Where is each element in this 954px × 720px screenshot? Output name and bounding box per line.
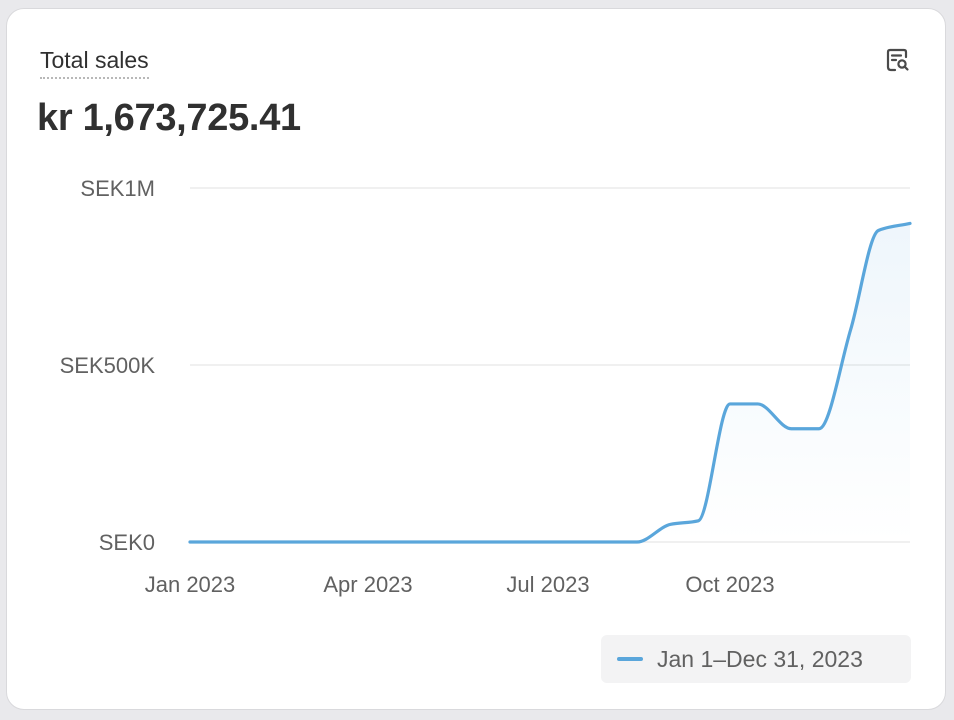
data-point bbox=[817, 427, 820, 430]
data-point bbox=[908, 222, 911, 225]
series-line bbox=[188, 221, 912, 544]
card-title[interactable]: Total sales bbox=[40, 47, 149, 79]
y-tick-label: SEK0 bbox=[99, 530, 155, 555]
data-point bbox=[366, 540, 369, 543]
data-point bbox=[635, 540, 638, 543]
legend-label: Jan 1–Dec 31, 2023 bbox=[657, 645, 863, 672]
data-point bbox=[305, 540, 308, 543]
data-point bbox=[426, 540, 429, 543]
data-point bbox=[669, 523, 672, 526]
x-tick-label: Jan 2023 bbox=[145, 572, 236, 597]
data-point bbox=[487, 540, 490, 543]
x-tick-label: Oct 2023 bbox=[685, 572, 774, 597]
series-area bbox=[190, 223, 910, 542]
legend-swatch bbox=[617, 657, 643, 661]
data-point bbox=[250, 540, 253, 543]
explore-button[interactable] bbox=[880, 45, 914, 79]
chart-search-icon bbox=[883, 46, 911, 79]
total-sales-card: Total sales kr 1,673,725.41 Jan 1–Dec 31… bbox=[6, 8, 946, 710]
data-point bbox=[728, 402, 731, 405]
data-point bbox=[790, 427, 793, 430]
x-tick-label: Apr 2023 bbox=[323, 572, 412, 597]
data-point bbox=[546, 540, 549, 543]
data-point bbox=[877, 229, 880, 232]
data-point bbox=[188, 540, 191, 543]
x-tick-label: Jul 2023 bbox=[506, 572, 589, 597]
y-tick-label: SEK1M bbox=[80, 176, 155, 201]
data-point bbox=[849, 328, 852, 331]
data-point bbox=[697, 519, 700, 522]
y-tick-label: SEK500K bbox=[60, 353, 156, 378]
data-point bbox=[608, 540, 611, 543]
data-point bbox=[756, 402, 759, 405]
chart-legend[interactable]: Jan 1–Dec 31, 2023 bbox=[601, 635, 911, 683]
total-sales-value: kr 1,673,725.41 bbox=[37, 97, 301, 139]
